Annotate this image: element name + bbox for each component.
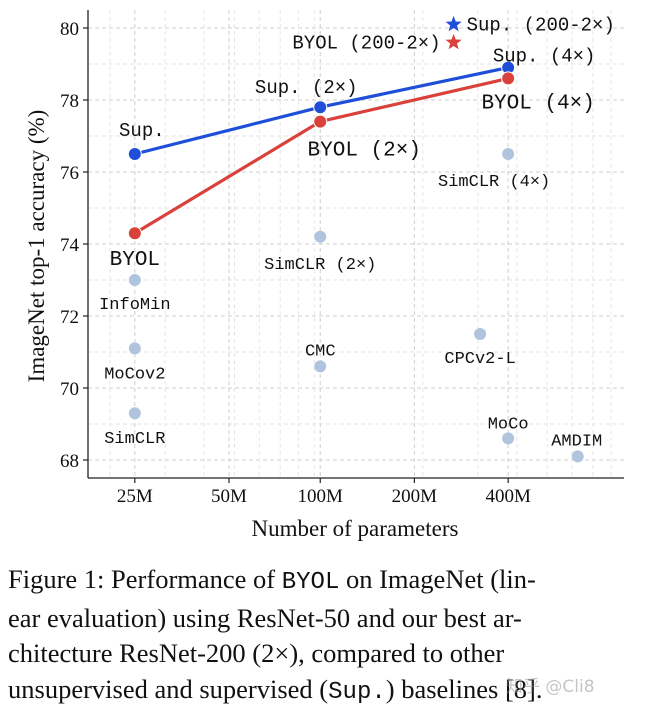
caption-prefix: Figure 1: Performance of	[8, 564, 282, 594]
accuracy-vs-parameters-chart: Sup. Sup. (2×) Sup. (4×) BYOL BYOL (2×) BYOL …	[24, 10, 624, 541]
cpcv2-l-label: CPCv2-L	[444, 350, 515, 369]
byol-point	[127, 226, 142, 241]
byol-4x-point	[501, 71, 516, 86]
x-tick-label: 25M	[117, 486, 153, 507]
y-tick-label: 70	[60, 379, 79, 400]
y-tick-label: 74	[60, 235, 80, 256]
y-axis-label: ImageNet top-1 accuracy (%)	[24, 110, 49, 383]
y-tick-label: 78	[60, 91, 79, 112]
mocov2-label: MoCov2	[104, 365, 165, 384]
watermark: 知乎 @Cli8	[506, 677, 595, 697]
byol-200-2x-label: BYOL (200-2×)	[292, 32, 440, 54]
x-tick-label: 400M	[485, 486, 531, 507]
sup-4x-label: Sup. (4×)	[493, 46, 596, 68]
byol-2x-label: BYOL (2×)	[308, 140, 421, 163]
cmc-label: CMC	[305, 342, 336, 361]
point-labels: Sup. Sup. (2×) Sup. (4×) BYOL BYOL (2×) BYOL …	[99, 14, 615, 451]
simclr-label: SimCLR	[104, 430, 165, 449]
byol-200-2x-star	[445, 33, 462, 50]
x-tick-label: 100M	[298, 486, 344, 507]
simclr-2x-point	[314, 230, 327, 243]
y-tick-label: 80	[60, 19, 79, 40]
mocov2-point	[128, 342, 141, 355]
markers	[127, 15, 584, 463]
sup-200-2x-label: Sup. (200-2×)	[467, 14, 615, 36]
moco-point	[502, 432, 515, 445]
byol-label: BYOL	[110, 249, 160, 272]
amdim-point	[571, 450, 584, 463]
cpcv2-l-point	[474, 328, 487, 340]
sup-label: Sup.	[119, 120, 165, 142]
axes	[83, 10, 624, 483]
amdim-label: AMDIM	[551, 432, 602, 451]
x-axis-label: Number of parameters	[252, 516, 459, 541]
byol-4x-label: BYOL (4×)	[481, 92, 594, 115]
caption-line2: ear evaluation) using ResNet-50 and our …	[8, 602, 522, 633]
x-tick-label: 200M	[392, 486, 438, 507]
sup-2x-label: Sup. (2×)	[255, 77, 358, 99]
sup-point	[127, 147, 142, 161]
caption-line3: chitecture ResNet-200 (2×), compared to …	[8, 638, 505, 668]
byol-2x-point	[313, 114, 328, 129]
y-tick-label: 76	[60, 163, 79, 184]
simclr-2x-label: SimCLR (2×)	[264, 256, 376, 275]
caption-line4b: ) baselines [8].	[385, 673, 543, 704]
caption-part2: on ImageNet (lin-	[339, 564, 536, 594]
simclr-point	[128, 407, 141, 420]
infomin-label: InfoMin	[99, 296, 170, 315]
caption-byol: BYOL	[281, 569, 340, 596]
simclr-4x-label: SimCLR (4×)	[438, 173, 550, 192]
y-tick-label: 72	[60, 307, 79, 328]
figure-caption: Figure 1: Performance of BYOL on ImageNe…	[8, 562, 648, 710]
grid	[88, 10, 624, 478]
infomin-point	[128, 274, 141, 286]
caption-line4a: unsupervised and supervised (	[8, 673, 329, 704]
tick-labels: 68 70 72 74 76 78 80 25M 50M 100M 200M 400M	[60, 19, 531, 507]
caption-sup: Sup.	[328, 678, 386, 706]
simclr-4x-point	[502, 148, 515, 160]
sup-2x-point	[313, 100, 328, 115]
cmc-point	[314, 360, 327, 373]
y-tick-label: 68	[60, 451, 79, 472]
moco-label: MoCo	[488, 415, 529, 434]
x-tick-label: 50M	[211, 486, 247, 507]
sup-200-2x-star	[445, 15, 462, 32]
